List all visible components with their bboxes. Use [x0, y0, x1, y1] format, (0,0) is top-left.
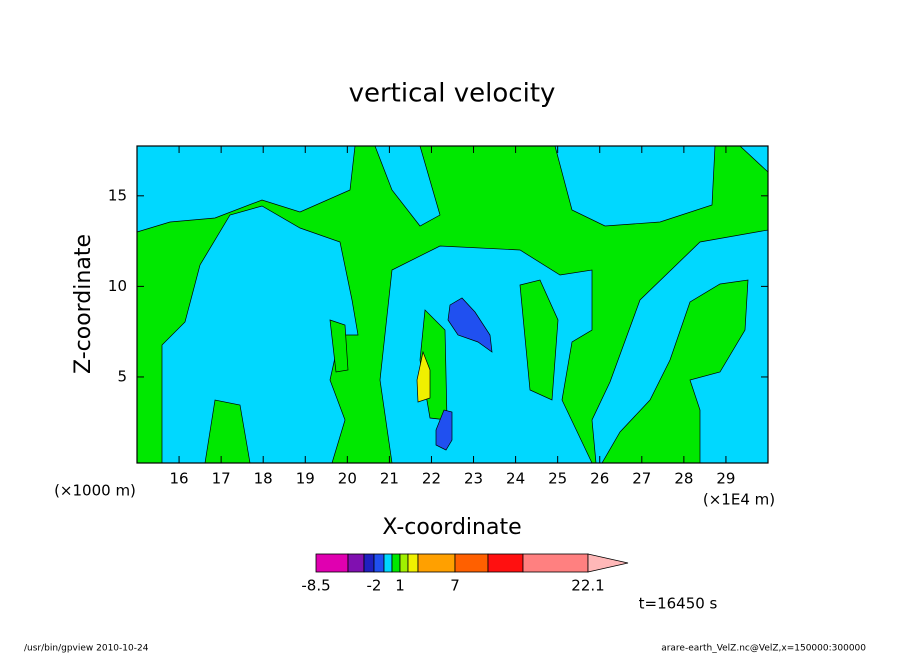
- chart-title: vertical velocity: [349, 79, 556, 109]
- contour-region: [447, 297, 493, 353]
- colorbar-swatch: [399, 553, 409, 573]
- x-tick-label: 20: [338, 470, 357, 488]
- colorbar-swatch: [363, 553, 375, 573]
- colorbar-swatch: [417, 553, 456, 573]
- x-tick-label: 19: [296, 470, 315, 488]
- axes: 16 17 18 19 20 21 22 23 24 25 26 27 28 29 5 10 15: [108, 146, 768, 488]
- colorbar-tick-label: -2: [367, 577, 382, 595]
- colorbar-tick-label: 7: [450, 577, 460, 595]
- contour-region: [591, 229, 769, 464]
- x-tick-label: 21: [380, 470, 399, 488]
- y-tick-label: 5: [117, 367, 127, 385]
- colorbar-swatch: [407, 553, 419, 573]
- colorbar-tick-label: -8.5: [301, 577, 330, 595]
- time-label: t=16450 s: [639, 595, 718, 613]
- colorbar-tick-label: 22.1: [571, 577, 604, 595]
- y-tick-label: 10: [108, 277, 127, 295]
- colorbar-swatch: [373, 553, 385, 573]
- colorbar-swatch: [383, 553, 393, 573]
- x-tick-label: 26: [590, 470, 609, 488]
- x-tick-label: 17: [212, 470, 231, 488]
- contour-region: [161, 205, 359, 464]
- x-unit-label: (×1000 m): [54, 482, 136, 500]
- footer-right: arare-earth_VelZ.nc@VelZ,x=150000:300000: [661, 644, 866, 654]
- contour-region: [329, 319, 349, 373]
- colorbar-swatch: [454, 553, 489, 573]
- x-tick-label: 24: [506, 470, 525, 488]
- x-tick-label: 23: [464, 470, 483, 488]
- colorbar-swatch: [315, 553, 349, 573]
- x-tick-label: 22: [422, 470, 441, 488]
- colorbar-swatch: [487, 553, 524, 573]
- x-tick-label: 18: [254, 470, 273, 488]
- colorbar-extension: [587, 553, 629, 573]
- contour-region: [136, 145, 356, 233]
- plot-frame: [136, 145, 769, 464]
- colorbar-swatch: [522, 553, 589, 573]
- x-unit-label: (×1E4 m): [703, 491, 775, 509]
- x-tick-label: 27: [632, 470, 651, 488]
- contour-region: [519, 279, 559, 401]
- colorbar-swatch: [347, 553, 365, 573]
- x-tick-label: 29: [716, 470, 735, 488]
- colorbar-swatch: [391, 553, 401, 573]
- x-tick-label: 28: [674, 470, 693, 488]
- colorbar: -8.5 -2 1 7 22.1: [301, 553, 629, 595]
- contour-region: [435, 409, 453, 451]
- x-tick-label: 16: [170, 470, 189, 488]
- x-tick-label: 25: [548, 470, 567, 488]
- y-axis-label: Z-coordinate: [71, 234, 96, 374]
- footer-left: /usr/bin/gpview 2010-10-24: [24, 644, 149, 654]
- y-tick-label: 15: [108, 186, 127, 204]
- contour-field: [136, 145, 769, 464]
- contour-region: [416, 350, 431, 403]
- colorbar-tick-label: 1: [395, 577, 405, 595]
- x-axis-label: X-coordinate: [382, 515, 521, 540]
- contour-region: [379, 245, 593, 464]
